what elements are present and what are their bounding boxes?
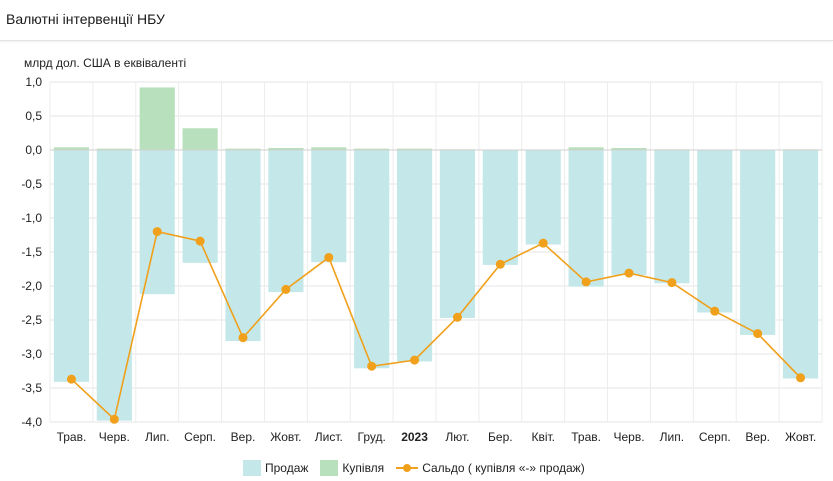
x-tick-label: Лют. [445,430,469,444]
legend-swatch-purchases [320,460,339,476]
y-tick-label: 0,5 [25,109,42,123]
x-tick-label: Серп. [699,430,731,444]
x-tick-label: Жовт. [785,430,816,444]
balance-line-series [66,227,806,424]
y-tick-label: -2,0 [21,279,42,293]
bar-purchases[interactable] [96,148,132,150]
x-tick-label: Трав. [57,430,87,444]
balance-point[interactable] [195,236,205,246]
y-tick-label: -4,0 [21,415,42,429]
bar-purchases[interactable] [568,147,604,150]
y-tick-label: -1,5 [21,245,42,259]
balance-line [70,230,802,421]
x-tick-label: Жовт. [270,430,301,444]
x-tick-label: Вер. [231,430,256,444]
page-title: Валютні інтервенції НБУ [6,11,165,27]
x-tick-label: Бер. [488,430,513,444]
bar-purchases[interactable] [225,148,261,150]
legend-swatch-sales [243,460,261,476]
balance-point[interactable] [452,312,462,322]
bar-purchases[interactable] [311,147,347,150]
bar-sales[interactable] [611,150,647,276]
bar-sales[interactable] [139,150,175,295]
balance-point[interactable] [324,252,334,262]
bar-sales[interactable] [439,150,476,318]
y-tick-label: -3,0 [21,347,42,361]
bar-sales[interactable] [740,150,776,335]
legend-label-purchases: Купівля [342,461,385,475]
legend: Продаж Купівля Сальдо ( купівля «-» прод… [243,458,597,478]
bar-purchases[interactable] [354,148,390,150]
x-tick-label: Лип. [145,430,169,444]
balance-point[interactable] [495,259,505,269]
x-tick-label: Серп. [184,430,216,444]
y-tick-label: -0,5 [21,177,42,191]
bar-purchases[interactable] [611,147,647,150]
legend-item-balance[interactable]: Сальдо ( купівля «-» продаж) [396,460,585,476]
balance-point[interactable] [367,361,377,371]
balance-point[interactable] [152,227,162,237]
balance-point[interactable] [66,374,76,384]
x-tick-label: Груд. [358,430,386,444]
bar-sales[interactable] [525,150,561,245]
bar-purchases[interactable] [396,148,433,150]
legend-label-balance: Сальдо ( купівля «-» продаж) [422,461,585,475]
balance-point[interactable] [410,355,420,365]
bar-purchases[interactable] [182,128,218,150]
bar-sales[interactable] [396,150,433,362]
y-tick-label: -2,5 [21,313,42,327]
balance-point[interactable] [238,333,248,343]
bar-purchases[interactable] [268,147,304,150]
balance-point[interactable] [581,277,591,287]
bar-sales[interactable] [268,150,304,293]
balance-point[interactable] [109,414,119,424]
bar-purchases[interactable] [139,87,175,150]
y-tick-label: 0,0 [25,143,42,157]
x-tick-label: Трав. [571,430,601,444]
bar-sales[interactable] [311,150,347,263]
x-axis-ticks: Трав. Черв. Лип. Серп. Вер. Жовт. Лист. Груд. 20… [57,430,817,444]
bar-sales[interactable] [568,150,604,287]
bar-sales[interactable] [96,150,132,421]
y-axis-ticks: 1,0 0,5 0,0 -0,5 -1,0 -1,5 -2,0 -2,5 -3,0 -3,5 -4,… [21,75,42,429]
bar-sales[interactable] [225,150,261,342]
bar-purchases[interactable] [53,147,90,150]
bar-series [53,87,819,421]
legend-label-sales: Продаж [265,461,309,475]
bar-sales[interactable] [182,150,218,263]
grid-lines [49,81,823,423]
x-tick-label: Лип. [660,430,684,444]
x-tick-label: Квіт. [531,430,555,444]
bar-sales[interactable] [654,150,690,284]
y-tick-label: -3,5 [21,381,42,395]
bar-sales[interactable] [53,150,90,382]
legend-item-purchases[interactable]: Купівля [320,460,384,476]
legend-item-sales[interactable]: Продаж [243,460,308,476]
y-tick-label: -1,0 [21,211,42,225]
balance-point[interactable] [624,268,634,278]
x-tick-label: 2023 [401,430,428,444]
x-tick-label: Черв. [613,430,644,444]
y-axis-unit-label: млрд дол. США в еквіваленті [24,56,187,70]
balance-point[interactable] [710,306,720,316]
bar-sales[interactable] [697,150,733,313]
bar-sales[interactable] [354,150,390,369]
title-bar: Валютні інтервенції НБУ [0,0,833,41]
legend-swatch-balance [396,460,419,476]
bar-sales[interactable] [782,150,819,379]
balance-point[interactable] [796,373,806,383]
bar-sales[interactable] [482,150,518,265]
balance-point[interactable] [538,238,548,248]
x-tick-label: Вер. [745,430,770,444]
balance-point[interactable] [667,278,677,288]
balance-point[interactable] [281,284,291,294]
balance-point[interactable] [753,329,763,339]
x-tick-label: Лист. [315,430,343,444]
y-tick-label: 1,0 [25,75,42,89]
x-tick-label: Черв. [99,430,130,444]
